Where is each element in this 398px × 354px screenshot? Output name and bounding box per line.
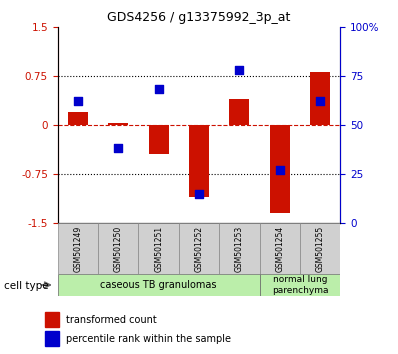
Text: GSM501255: GSM501255 xyxy=(316,225,325,272)
Text: transformed count: transformed count xyxy=(66,315,156,325)
Bar xyxy=(310,73,330,125)
Bar xyxy=(68,112,88,125)
Bar xyxy=(45,331,59,346)
Point xyxy=(317,98,323,104)
Text: normal lung
parenchyma: normal lung parenchyma xyxy=(272,275,328,295)
Text: cell type: cell type xyxy=(4,281,49,291)
Text: GSM501252: GSM501252 xyxy=(195,225,203,272)
Text: GSM501249: GSM501249 xyxy=(73,225,82,272)
Bar xyxy=(98,223,139,274)
Bar xyxy=(259,274,340,296)
Text: GSM501251: GSM501251 xyxy=(154,225,163,272)
Bar xyxy=(139,223,179,274)
Bar xyxy=(300,223,340,274)
Point xyxy=(75,98,81,104)
Title: GDS4256 / g13375992_3p_at: GDS4256 / g13375992_3p_at xyxy=(107,11,291,24)
Point xyxy=(277,167,283,173)
Bar xyxy=(270,125,290,213)
Bar xyxy=(189,125,209,197)
Bar xyxy=(219,223,259,274)
Bar xyxy=(108,124,129,125)
Bar xyxy=(58,223,98,274)
Text: percentile rank within the sample: percentile rank within the sample xyxy=(66,334,231,344)
Bar xyxy=(259,223,300,274)
Text: GSM501253: GSM501253 xyxy=(235,225,244,272)
Bar xyxy=(58,274,259,296)
Point xyxy=(156,87,162,92)
Point xyxy=(236,67,242,73)
Text: GSM501254: GSM501254 xyxy=(275,225,284,272)
Point xyxy=(115,145,121,151)
Text: caseous TB granulomas: caseous TB granulomas xyxy=(100,280,217,290)
Bar xyxy=(45,312,59,327)
Point xyxy=(196,191,202,196)
Bar xyxy=(179,223,219,274)
Bar xyxy=(148,125,169,154)
Text: GSM501250: GSM501250 xyxy=(114,225,123,272)
Bar xyxy=(229,99,250,125)
